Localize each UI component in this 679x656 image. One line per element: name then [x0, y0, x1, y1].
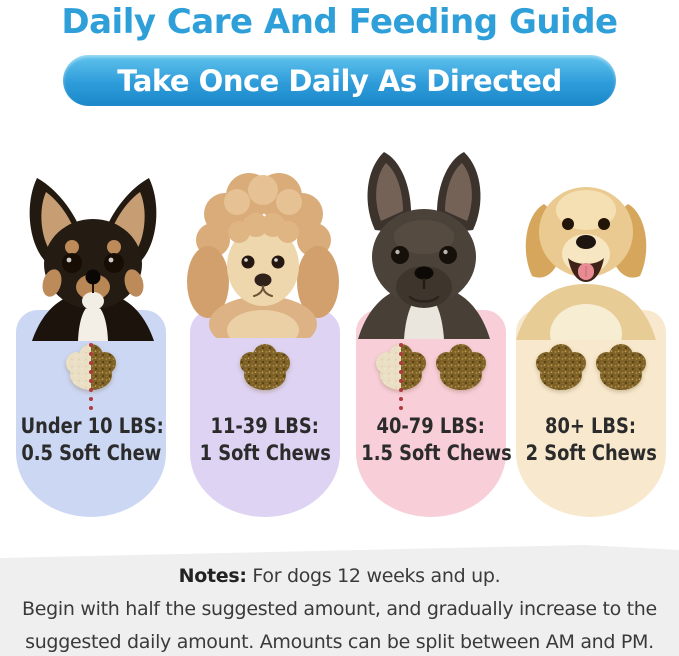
notes-label: Notes:	[178, 565, 247, 587]
dose-card-under-10-lbs: Under 10 LBS: 0.5 Soft Chew	[16, 310, 166, 517]
dose-label: 0.5 Soft Chew	[21, 441, 161, 465]
notes-line-2: Begin with half the suggested amount, an…	[22, 598, 657, 620]
dog-photo-french-bulldog	[358, 152, 490, 339]
dog-photo-chihuahua	[29, 178, 157, 341]
notes-section: Notes: For dogs 12 weeks and up. Begin w…	[0, 545, 679, 656]
dose-label: 2 Soft Chews	[525, 441, 657, 465]
dog-photo-poodle	[187, 173, 339, 338]
notes-line-1: Notes: For dogs 12 weeks and up.	[178, 565, 501, 587]
dose-label: 1.5 Soft Chews	[361, 441, 512, 465]
dog-photo-golden-retriever	[516, 187, 656, 340]
dosage-banner-label: Take Once Daily As Directed	[117, 63, 562, 98]
dosage-banner: Take Once Daily As Directed	[63, 55, 616, 106]
weight-range-label: 11-39 LBS:	[210, 414, 320, 438]
weight-range-label: Under 10 LBS:	[20, 414, 164, 438]
soft-chew-icon	[240, 344, 290, 390]
soft-chew-icon	[536, 344, 586, 390]
soft-chew-icon	[436, 344, 486, 390]
dose-card-80-plus-lbs: 80+ LBS: 2 Soft Chews	[516, 310, 666, 517]
notes-line-3: suggested daily amount. Amounts can be s…	[25, 631, 654, 653]
dose-card-11-39-lbs: 11-39 LBS: 1 Soft Chews	[190, 310, 340, 517]
weight-range-label: 40-79 LBS:	[376, 414, 486, 438]
soft-chew-icon	[596, 344, 646, 390]
weight-range-label: 80+ LBS:	[545, 414, 637, 438]
page-title: Daily Care And Feeding Guide	[61, 2, 618, 42]
dose-card-40-79-lbs: 40-79 LBS: 1.5 Soft Chews	[356, 310, 512, 517]
dose-label: 1 Soft Chews	[199, 441, 331, 465]
